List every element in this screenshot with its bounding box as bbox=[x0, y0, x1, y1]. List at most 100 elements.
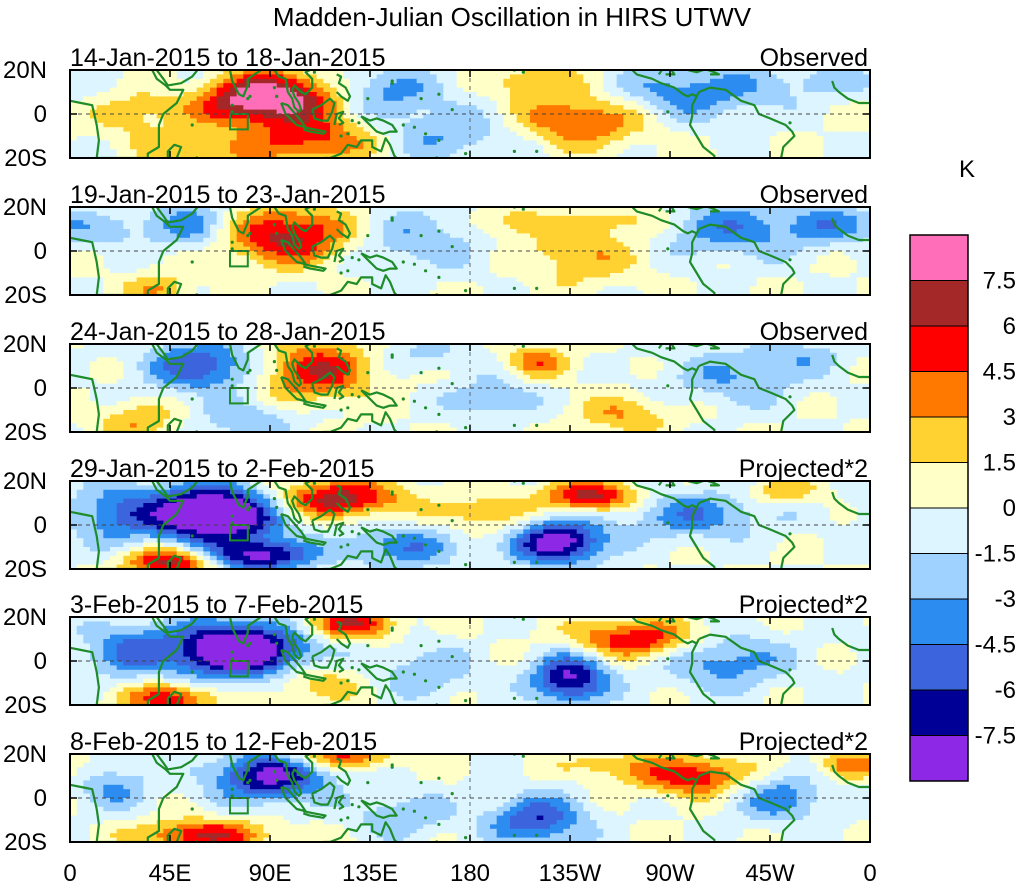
coastline-india bbox=[218, 207, 262, 235]
coastline-south-america bbox=[688, 506, 716, 569]
coastline-arabia bbox=[155, 70, 199, 87]
coastline-australia bbox=[323, 411, 398, 432]
coastline-borneo bbox=[311, 644, 336, 669]
island-dot bbox=[450, 108, 454, 112]
island-dot bbox=[272, 770, 276, 774]
island-dot bbox=[401, 123, 405, 127]
island-dot bbox=[788, 258, 792, 262]
island-dot bbox=[357, 258, 361, 262]
island-dot bbox=[401, 534, 405, 538]
island-dot bbox=[512, 560, 517, 565]
island-dot bbox=[535, 833, 539, 838]
island-dot bbox=[272, 223, 276, 227]
island-dot bbox=[464, 426, 468, 430]
lon-label: 90E bbox=[249, 860, 292, 887]
island-dot bbox=[437, 92, 441, 96]
coastline-west-africa bbox=[831, 80, 870, 105]
coastline-arabia bbox=[155, 617, 199, 634]
island-dot bbox=[230, 240, 234, 244]
island-dot bbox=[246, 371, 250, 375]
island-dot bbox=[512, 423, 517, 427]
coastline-new-guinea bbox=[360, 252, 398, 272]
coastlines bbox=[70, 70, 870, 158]
island-dot bbox=[464, 152, 468, 156]
island-dot bbox=[390, 765, 394, 769]
island-dot bbox=[535, 423, 539, 427]
map-panel-3: 20N 0 20S 24-Jan-2015 to 28-Jan-2015 Observe… bbox=[3, 318, 871, 446]
coastline-south-america bbox=[688, 232, 716, 295]
island-dot bbox=[412, 809, 416, 813]
panels-group: 20N 0 20S 14-Jan-2015 to 18-Jan-2015 Observe… bbox=[3, 44, 871, 856]
island-dot bbox=[190, 397, 194, 401]
island-dot bbox=[272, 497, 276, 501]
island-dot bbox=[275, 368, 279, 372]
coastline-africa-east bbox=[70, 207, 185, 295]
coastline-philippines bbox=[335, 347, 352, 376]
island-dot bbox=[230, 521, 234, 525]
coastline-india bbox=[218, 70, 262, 98]
coastline-australia bbox=[323, 684, 398, 705]
island-dot bbox=[190, 807, 194, 811]
coastline-mexico-central bbox=[631, 481, 700, 509]
coastline-hispaniola bbox=[707, 754, 721, 760]
coastline-new-guinea bbox=[360, 662, 398, 682]
coastline-madagascar bbox=[166, 690, 183, 705]
island-dot bbox=[535, 149, 539, 153]
colorbar-label: 4.5 bbox=[983, 359, 1016, 386]
island-dot bbox=[412, 536, 416, 540]
lat-label: 20S bbox=[4, 692, 47, 719]
lat-label: 20S bbox=[4, 145, 47, 172]
map-panel-2: 20N 0 20S 19-Jan-2015 to 23-Jan-2015 Observe… bbox=[3, 181, 871, 309]
island-dot bbox=[246, 781, 250, 785]
island-dot bbox=[366, 97, 370, 101]
island-dot bbox=[666, 384, 670, 388]
coastline-australia bbox=[323, 137, 398, 158]
island-dot bbox=[230, 103, 234, 107]
island-dot bbox=[366, 508, 370, 512]
lat-label: 0 bbox=[34, 512, 47, 539]
lat-label: 20N bbox=[3, 604, 47, 631]
island-dot bbox=[312, 344, 316, 348]
coastline-cuba bbox=[687, 70, 705, 74]
coastline-yucatan bbox=[657, 754, 676, 760]
lat-label: 20S bbox=[4, 282, 47, 309]
island-dot bbox=[248, 778, 252, 783]
island-dot bbox=[275, 778, 279, 783]
colorbar-label: -1.5 bbox=[975, 541, 1016, 568]
coastline-west-africa bbox=[831, 764, 870, 789]
unit-label: K bbox=[959, 156, 975, 183]
colorbar: 7.5 6 4.5 3 1.5 0 -1.5 -3 -4.5 -6 -7.5 K bbox=[909, 156, 1016, 782]
island-dot bbox=[190, 123, 194, 127]
island-dot bbox=[412, 262, 416, 266]
island-dot bbox=[512, 696, 517, 701]
island-dot bbox=[419, 97, 423, 101]
island-dot bbox=[230, 384, 234, 388]
island-dot bbox=[512, 149, 517, 153]
coastline-mexico-central bbox=[631, 754, 700, 782]
lat-label: 20S bbox=[4, 556, 47, 583]
island-dot bbox=[312, 207, 316, 211]
island-dot bbox=[390, 490, 394, 494]
island-dot bbox=[450, 792, 454, 796]
island-dot bbox=[350, 256, 354, 260]
coastline-sa-north bbox=[698, 223, 796, 295]
panel-dates: 8-Feb-2015 to 12-Feb-2015 bbox=[70, 728, 377, 756]
island-dot bbox=[275, 231, 279, 235]
coastline-sulawesi bbox=[333, 247, 345, 263]
island-dot bbox=[230, 650, 234, 654]
island-dot bbox=[230, 657, 234, 661]
lat-label: 0 bbox=[34, 101, 47, 128]
coastline-borneo bbox=[311, 508, 336, 533]
colorbar-swatch bbox=[909, 325, 969, 372]
island-dot bbox=[366, 781, 370, 785]
lon-label: 135E bbox=[342, 860, 398, 887]
island-dot bbox=[419, 234, 423, 238]
coastline-west-africa bbox=[831, 627, 870, 652]
coastline-south-america bbox=[688, 642, 716, 705]
coastline-india bbox=[218, 481, 262, 509]
coastline-philippines bbox=[335, 73, 352, 102]
coastline-indochina bbox=[273, 207, 314, 250]
coastline-sa-north bbox=[698, 497, 796, 569]
coastline-sa-north bbox=[698, 633, 796, 705]
